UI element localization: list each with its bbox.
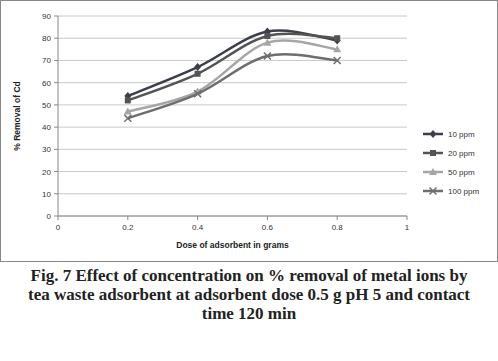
y-tick: [54, 104, 58, 105]
series-line: [128, 41, 337, 112]
legend-label: 10 ppm: [448, 130, 475, 139]
y-tick-label: 90: [42, 12, 51, 21]
legend-label: 20 ppm: [448, 149, 475, 158]
chart: 0 10 20 30 40 50 60 70 80 90 0 0.2 0.4 0.6 0.8 1 Dose of…: [0, 0, 498, 262]
grid-line: [58, 149, 407, 150]
legend-marker: [430, 130, 437, 138]
y-tick-label: 70: [42, 56, 51, 65]
data-point: [194, 63, 201, 71]
legend-marker: [430, 150, 436, 156]
y-tick: [54, 38, 58, 39]
x-tick: [197, 216, 198, 220]
y-tick: [54, 127, 58, 128]
y-tick-label: 80: [42, 34, 51, 43]
y-tick-label: 20: [42, 168, 51, 177]
x-tick-label: 0.6: [262, 223, 274, 232]
x-tick-label: 0.8: [332, 223, 344, 232]
y-tick: [54, 171, 58, 172]
grid-line: [58, 216, 407, 217]
caption: Fig. 7 Effect of concentration on % remo…: [20, 266, 478, 323]
x-tick: [267, 216, 268, 220]
grid-line: [58, 171, 407, 172]
data-point: [124, 108, 132, 115]
legend-label: 50 ppm: [448, 168, 475, 177]
y-tick: [54, 60, 58, 61]
legend-marker: [430, 188, 437, 195]
x-tick: [58, 216, 59, 220]
legend-item: 50 ppm: [423, 168, 475, 177]
y-tick: [54, 82, 58, 83]
y-tick: [54, 149, 58, 150]
y-tick: [54, 193, 58, 194]
legend-item: 10 ppm: [423, 130, 475, 139]
y-tick-label: 60: [42, 79, 51, 88]
y-tick: [54, 16, 58, 17]
grid-line: [58, 82, 407, 83]
series-line: [128, 31, 337, 96]
x-tick: [127, 216, 128, 220]
x-axis-label: Dose of adsorbent in grams: [176, 240, 289, 250]
data-point: [334, 57, 341, 64]
grid-line: [58, 38, 407, 39]
y-axis-label: % Removal of Cd: [12, 81, 22, 150]
legend-marker: [429, 168, 437, 175]
grid-line: [58, 60, 407, 61]
grid-line: [58, 127, 407, 128]
plot-area: [124, 28, 341, 122]
y-tick-label: 50: [42, 101, 51, 110]
data-point: [124, 115, 131, 122]
y-tick-label: 40: [42, 123, 51, 132]
series-line: [128, 54, 337, 118]
data-point: [334, 35, 340, 41]
y-axis: [58, 16, 59, 216]
grid-line: [58, 193, 407, 194]
x-axis: [58, 216, 407, 217]
x-tick-label: 0.4: [192, 223, 204, 232]
legend-label: 100 ppm: [448, 187, 479, 196]
data-point: [125, 97, 131, 103]
y-tick-label: 10: [42, 190, 51, 199]
y-tick-label: 30: [42, 145, 51, 154]
x-tick-label: 0.2: [122, 223, 134, 232]
x-tick: [407, 216, 408, 220]
data-point: [263, 39, 271, 46]
data-point: [333, 45, 341, 52]
data-point: [264, 53, 271, 60]
data-point: [194, 90, 201, 97]
x-tick: [337, 216, 338, 220]
x-tick-label: 1: [405, 223, 410, 232]
chart-frame: [1, 1, 498, 262]
x-tick-label: 0: [56, 223, 61, 232]
y-tick-label: 0: [47, 212, 52, 221]
grid-line: [58, 16, 407, 17]
data-point: [195, 71, 201, 77]
grid-line: [58, 104, 407, 105]
y-tick: [54, 216, 58, 217]
legend-item: 100 ppm: [423, 187, 479, 196]
legend-item: 20 ppm: [423, 149, 475, 158]
data-point: [264, 33, 270, 39]
